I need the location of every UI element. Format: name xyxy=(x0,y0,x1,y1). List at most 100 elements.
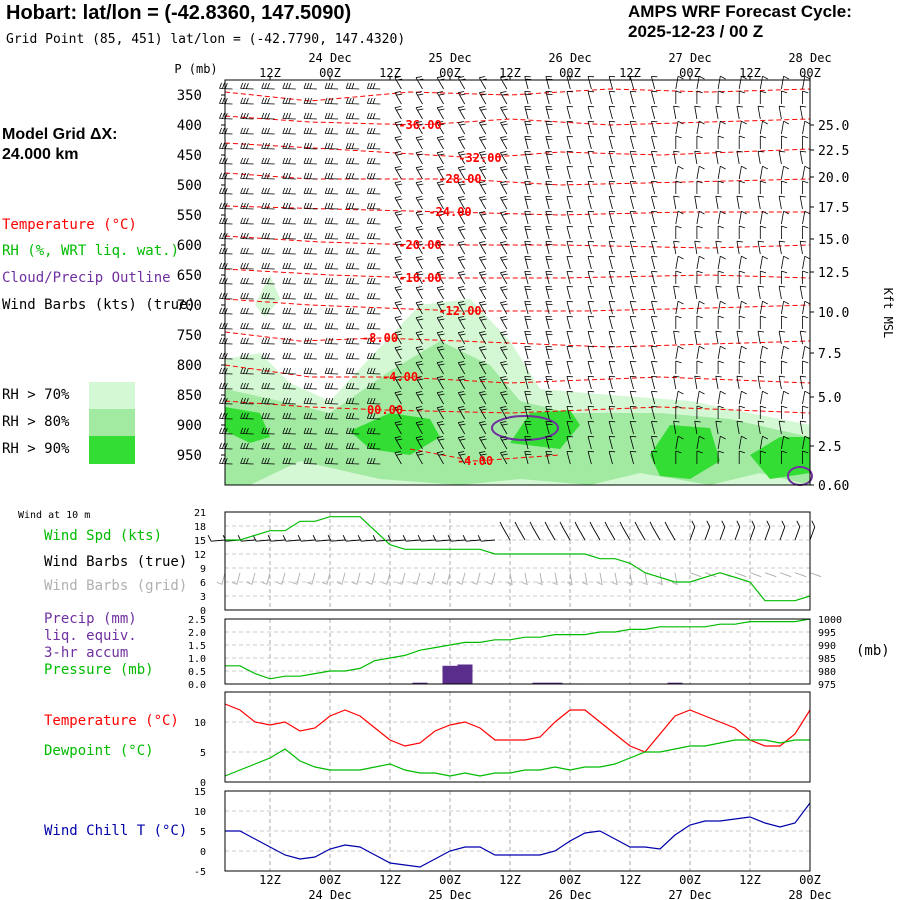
wind-barb xyxy=(781,165,790,180)
wind-barb xyxy=(366,172,381,180)
wind-barb xyxy=(500,241,508,255)
wind-barb xyxy=(673,150,680,165)
wind-barb xyxy=(436,391,445,405)
wind-barb xyxy=(303,97,317,105)
wind-barb xyxy=(799,285,807,300)
wind-barb xyxy=(738,210,747,225)
wind-barb xyxy=(436,151,445,165)
y-tick-label: 6 xyxy=(200,578,206,589)
wind-barb xyxy=(415,166,424,180)
wind-barb xyxy=(415,346,424,360)
wind-barb xyxy=(240,322,254,330)
wind-barb xyxy=(694,285,701,300)
wind-barb xyxy=(717,165,726,180)
wind-barb xyxy=(587,361,595,375)
legend-pressure: Pressure (mb) xyxy=(44,662,154,678)
wind-barb xyxy=(566,211,573,225)
wind-barb xyxy=(436,436,445,450)
wind-barb-grid xyxy=(486,572,496,585)
wind-barb xyxy=(282,397,296,405)
wind-barb xyxy=(629,436,637,450)
wind-barb xyxy=(282,427,296,435)
wind-barb xyxy=(500,226,508,240)
y-tick-label: 5 xyxy=(200,748,206,759)
wind-barb xyxy=(282,127,296,135)
wind-barb xyxy=(715,150,722,165)
wind-barb xyxy=(303,202,317,210)
wind-barb xyxy=(282,82,296,90)
precip-bar xyxy=(667,682,683,684)
wind-barb xyxy=(587,391,595,405)
wind-barb xyxy=(566,376,573,390)
wind-barb xyxy=(608,196,616,210)
height-tick-label: 5.0 xyxy=(818,391,841,406)
wind-barb xyxy=(696,90,703,104)
wind-barb xyxy=(717,345,726,360)
wind-barb xyxy=(282,247,296,255)
wind-barb xyxy=(478,76,487,90)
wind-barb xyxy=(240,202,254,210)
wind-barb-grid xyxy=(779,572,792,578)
wind-barb-true xyxy=(357,534,376,542)
wind-barb xyxy=(696,405,703,419)
wind-barb xyxy=(673,330,680,345)
wind-barb xyxy=(651,436,658,450)
wind-barb xyxy=(394,196,403,210)
wind-barb xyxy=(324,442,339,450)
y-tick-label: 15 xyxy=(194,787,206,798)
wind-barb xyxy=(545,76,553,90)
wind-barb xyxy=(608,91,616,105)
wind-barb xyxy=(345,97,360,105)
bottom-time-tick: 00Z xyxy=(679,873,701,887)
bottom-time-tick: 12Z xyxy=(379,873,401,887)
wind-barb xyxy=(457,346,466,360)
wind-barb xyxy=(608,361,616,375)
wind-barb xyxy=(629,301,637,315)
wind-barb xyxy=(345,157,360,165)
wind-barb xyxy=(303,382,317,390)
temp-contour-label: -4.00 xyxy=(382,370,418,384)
y-tick-label: 0 xyxy=(200,778,206,789)
wind-barb xyxy=(394,271,403,285)
wind-barb xyxy=(608,241,616,255)
wind-barb xyxy=(500,451,508,465)
wind-barb xyxy=(717,90,724,104)
wind-barb xyxy=(651,376,658,390)
wind-barb xyxy=(696,120,705,135)
wind-barb xyxy=(781,75,790,90)
wind-barb xyxy=(345,142,360,150)
wind-barb-true xyxy=(462,534,481,542)
wind-barb xyxy=(524,406,532,420)
wind-barb xyxy=(219,352,233,360)
wind-barb xyxy=(261,142,275,150)
wind-barb xyxy=(717,255,726,270)
wind-barb xyxy=(394,286,403,300)
pressure-tick-label: 700 xyxy=(177,298,202,314)
wind-barb xyxy=(759,390,768,405)
y-tick-label: 10 xyxy=(194,718,206,729)
wind-barb xyxy=(759,90,767,104)
wind-barb xyxy=(303,292,317,300)
wind-barb xyxy=(219,187,233,195)
wind-barb xyxy=(629,376,637,390)
wind-barb xyxy=(778,240,786,255)
wind-barb xyxy=(366,412,381,420)
bottom-time-tick: 12Z xyxy=(499,873,521,887)
wind-barb xyxy=(778,420,786,435)
y-tick-label: -5 xyxy=(194,867,206,878)
wind-barb-true xyxy=(544,521,556,541)
precip-bar xyxy=(547,682,563,684)
wind-barb xyxy=(415,391,424,405)
wind-barb xyxy=(500,436,508,450)
wind-barb xyxy=(324,112,339,120)
wind-barb-true xyxy=(342,534,361,542)
wind-barb xyxy=(366,442,381,450)
wind-barb xyxy=(457,376,466,390)
model-grid-label: Model Grid ΔX: xyxy=(2,126,118,143)
wind-barb xyxy=(757,195,765,210)
wind-barb xyxy=(759,255,768,270)
wind-barb xyxy=(738,165,747,180)
wind-barb xyxy=(436,211,445,225)
wind-barb xyxy=(415,271,424,285)
wind-barb xyxy=(524,316,532,330)
